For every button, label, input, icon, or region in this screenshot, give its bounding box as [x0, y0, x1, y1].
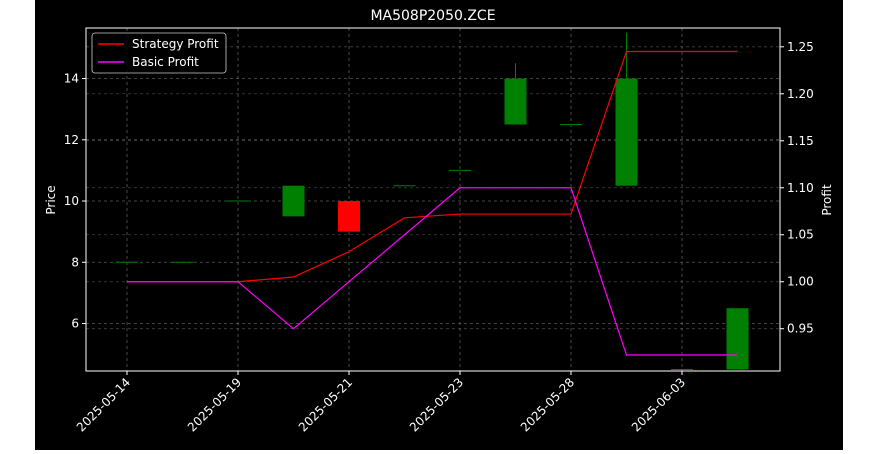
price-tick-label: 6	[71, 317, 79, 331]
candle	[615, 32, 638, 186]
price-tick-label: 8	[71, 255, 79, 269]
y-axis-label-left: Price	[44, 185, 58, 214]
chart-title: MA508P2050.ZCE	[370, 8, 495, 24]
candle-body	[338, 201, 360, 232]
price-tick-label: 10	[64, 194, 79, 208]
candle	[726, 308, 749, 370]
profit-tick-label: 1.25	[787, 40, 814, 54]
plot-frame	[85, 27, 781, 372]
candles	[116, 32, 749, 370]
candle-body	[615, 78, 638, 186]
candle-body	[504, 78, 527, 125]
candle	[504, 63, 527, 125]
candle	[338, 201, 360, 232]
y-axis-label-right: Profit	[820, 184, 834, 216]
candle-body	[282, 185, 305, 217]
candle	[282, 185, 305, 217]
profit-tick-label: 1.05	[787, 228, 814, 242]
series-line	[127, 187, 738, 356]
profit-tick-label: 1.00	[787, 275, 814, 289]
profit-tick-label: 0.95	[787, 322, 814, 336]
profit-lines	[127, 50, 738, 356]
profit-tick-label: 1.20	[787, 87, 814, 101]
legend-label: Basic Profit	[132, 55, 199, 69]
grid	[86, 28, 780, 371]
profit-tick-label: 1.15	[787, 134, 814, 148]
price-tick-label: 14	[64, 72, 79, 86]
legend-label: Strategy Profit	[132, 37, 219, 51]
legend-box	[91, 32, 227, 74]
candle-body	[726, 308, 749, 370]
price-tick-label: 12	[64, 133, 79, 147]
profit-tick-label: 1.10	[787, 181, 814, 195]
figure-background	[35, 0, 843, 450]
legend: Strategy Profit Basic Profit	[91, 32, 227, 74]
